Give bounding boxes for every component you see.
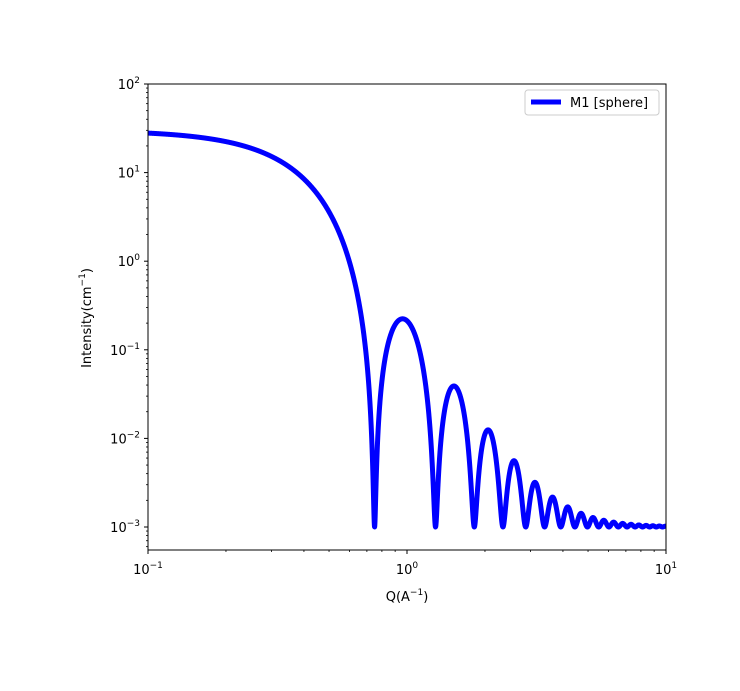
- x-axis-label: Q(A−1): [386, 588, 429, 605]
- y-tick-label: 101: [118, 165, 140, 182]
- y-tick-label: 100: [118, 253, 141, 270]
- y-tick-label: 102: [118, 76, 140, 93]
- legend-box: [524, 89, 660, 116]
- y-tick-label: 10−2: [110, 430, 140, 447]
- legend-label: M1 [sphere]: [570, 96, 648, 111]
- y-axis-label: Intensity(cm−1): [78, 268, 95, 368]
- x-tick-label: 10−1: [133, 561, 163, 578]
- y-tick-label: 10−1: [110, 342, 140, 359]
- x-tick-label: 101: [655, 561, 677, 578]
- y-tick-label: 10−3: [110, 519, 140, 536]
- axis-tick-labels: 10−1 100 101 10−3 10−2 10−1 100 101 102: [110, 76, 677, 578]
- x-tick-label: 100: [396, 561, 419, 578]
- series-layer: [148, 130, 666, 530]
- legend: M1 [sphere]: [524, 89, 660, 116]
- series-line-m1-sphere: [148, 130, 666, 530]
- plot-frame: [147, 83, 667, 551]
